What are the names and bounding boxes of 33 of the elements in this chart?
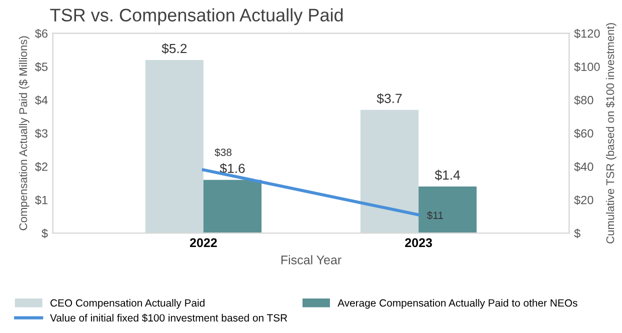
y2-tick-label: $80 — [574, 95, 594, 105]
y-axis-title: Compensation Actually Paid ($ Millions) — [18, 36, 30, 230]
data-label: $1.4 — [434, 170, 460, 180]
y2-tick-label: $120 — [574, 28, 600, 38]
y-tick-label: $3 — [35, 128, 48, 138]
chart-title: TSR vs. Compensation Actually Paid — [50, 8, 343, 26]
y2-tick-label: $20 — [574, 195, 594, 205]
bar — [203, 180, 262, 234]
bar — [360, 110, 419, 234]
legend-label: CEO Compensation Actually Paid — [50, 298, 204, 309]
data-label: $3.7 — [376, 93, 402, 104]
data-label: $5.2 — [162, 43, 187, 54]
y2-tick-label: $40 — [574, 162, 594, 172]
x-tick-label: 2022 — [190, 238, 217, 248]
y2-tick-label: $ — [574, 228, 580, 238]
y2-tick-label: $100 — [574, 62, 600, 72]
x-tick-label: 2023 — [405, 238, 432, 248]
data-label: $38 — [214, 148, 232, 157]
legend-label: Value of initial fixed $100 investment based on TSR — [50, 314, 288, 322]
y2-tick-label: $60 — [574, 128, 594, 138]
y-tick-label: $5 — [35, 62, 48, 72]
y-tick-label: $6 — [35, 28, 48, 38]
y2-axis-title: Cumulative TSR (based on $100 investment) — [606, 23, 616, 244]
legend-label: Average Compensation Actually Paid to other NEOs — [338, 298, 578, 309]
data-label: $1.6 — [220, 163, 245, 174]
bar — [418, 186, 477, 234]
y-tick-label: $ — [42, 228, 48, 238]
x-axis-title: Fiscal Year — [281, 255, 342, 264]
y-tick-label: $2 — [35, 162, 48, 172]
y-tick-label: $1 — [35, 195, 48, 205]
bar — [145, 60, 204, 234]
y-tick-label: $4 — [35, 95, 48, 105]
data-label: $11 — [427, 211, 443, 220]
